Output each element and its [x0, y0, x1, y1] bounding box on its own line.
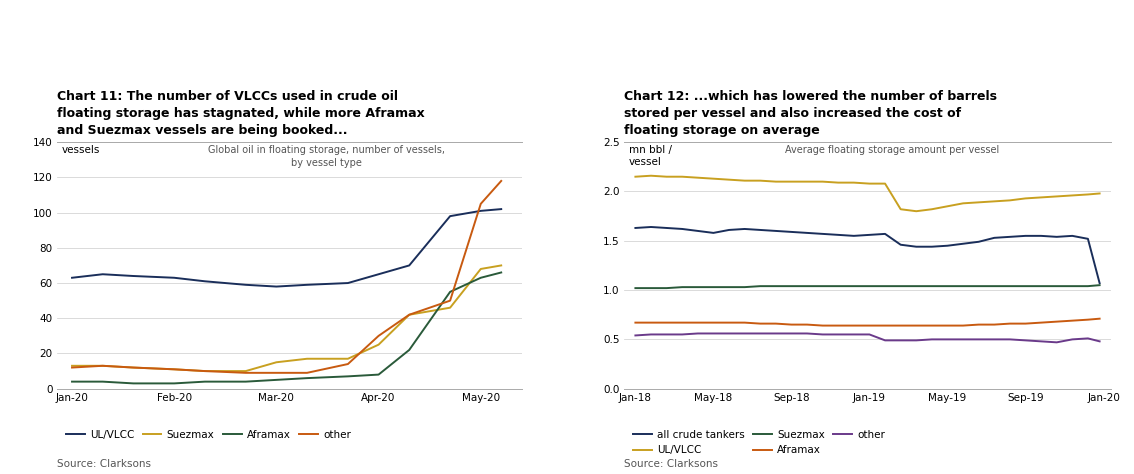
Text: vessels: vessels: [61, 145, 100, 155]
Text: Source: Clarksons: Source: Clarksons: [57, 459, 151, 469]
Legend: UL/VLCC, Suezmax, Aframax, other: UL/VLCC, Suezmax, Aframax, other: [62, 426, 355, 444]
Legend: all crude tankers, UL/VLCC, Suezmax, Aframax, other: all crude tankers, UL/VLCC, Suezmax, Afr…: [629, 426, 889, 459]
Text: Average floating storage amount per vessel: Average floating storage amount per vess…: [785, 145, 999, 155]
Text: Source: Clarksons: Source: Clarksons: [624, 459, 718, 469]
Text: mn bbl /
vessel: mn bbl / vessel: [628, 145, 671, 167]
Text: Chart 12: ...which has lowered the number of barrels
stored per vessel and also : Chart 12: ...which has lowered the numbe…: [624, 91, 997, 137]
Text: Global oil in floating storage, number of vessels,
by vessel type: Global oil in floating storage, number o…: [208, 145, 445, 168]
Text: Chart 11: The number of VLCCs used in crude oil
floating storage has stagnated, : Chart 11: The number of VLCCs used in cr…: [57, 91, 424, 137]
